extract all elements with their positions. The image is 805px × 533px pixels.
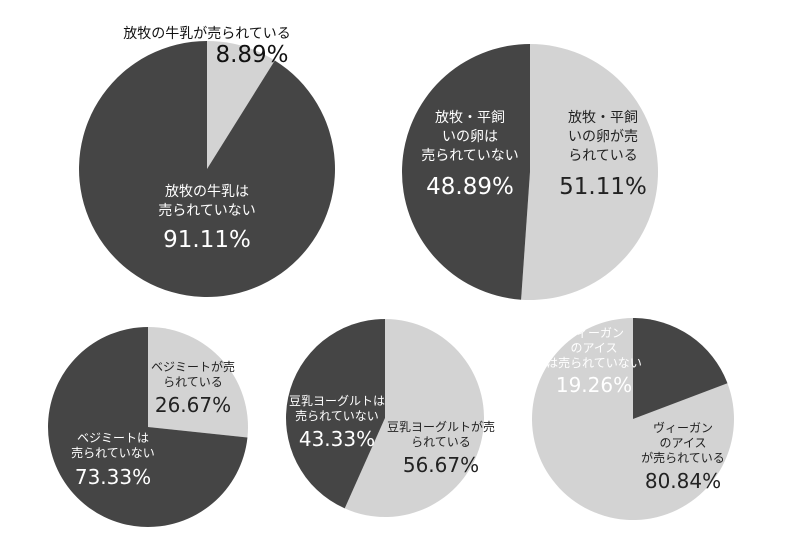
pie-chart-3: ベジミートが売られている 26.67%ベジミートは売られていない 73.33% (47, 327, 248, 528)
slice-label: 放牧の牛乳が売られている (123, 26, 291, 42)
slice-percent-label: 48.89% (426, 174, 514, 200)
slice-label: 放牧・平飼いの卵は売られていない (421, 110, 519, 164)
slice-label: 豆乳ヨーグルトが売られている (387, 419, 495, 449)
slice-percent-label: 51.11% (559, 174, 647, 200)
pie-slice (148, 327, 248, 438)
pie-chart-4: 豆乳ヨーグルトが売られている 56.67% 豆乳ヨーグルトは売られていない 43.33… (286, 319, 495, 517)
pie-chart-2: 放牧・平飼いの卵が売られている 51.11% 放牧・平飼いの卵は売られていない 48.… (401, 44, 658, 300)
pie-slice (521, 44, 658, 300)
slice-label: 放牧の牛乳は売られていない (158, 184, 256, 219)
slice-percent-label: 80.84% (645, 469, 721, 493)
pie-slice (344, 319, 484, 517)
pie-slice (401, 44, 530, 300)
pie-slice (286, 319, 385, 509)
slice-label: ヴィーガンのアイスは売られていない (546, 325, 642, 370)
slice-percent-label: 91.11% (163, 227, 251, 253)
slice-label: ヴィーガンのアイスが売られている (641, 420, 725, 465)
slice-percent-label: 73.33% (75, 465, 151, 489)
slice-label: ベジミートは売られていない (71, 431, 155, 460)
pie-slice (207, 41, 275, 169)
slice-label: ベジミートが売られている (151, 359, 235, 389)
slice-percent-label: 56.67% (403, 453, 479, 477)
slice-percent-label: 19.26% (556, 373, 632, 397)
slice-label: 放牧・平飼いの卵が売られている (568, 110, 638, 164)
pie-slice (47, 327, 248, 528)
slice-percent-label: 43.33% (299, 427, 375, 451)
slice-percent-label: 8.89% (215, 42, 288, 68)
pie-chart-5: ヴィーガンのアイスが売られている 80.84% ヴィーガンのアイスは売られていない 1… (532, 318, 734, 520)
pie-slice (633, 318, 728, 419)
slice-percent-label: 26.67% (155, 393, 231, 417)
pie-slice (78, 41, 335, 297)
slice-label: 豆乳ヨーグルトは売られていない (289, 394, 385, 423)
